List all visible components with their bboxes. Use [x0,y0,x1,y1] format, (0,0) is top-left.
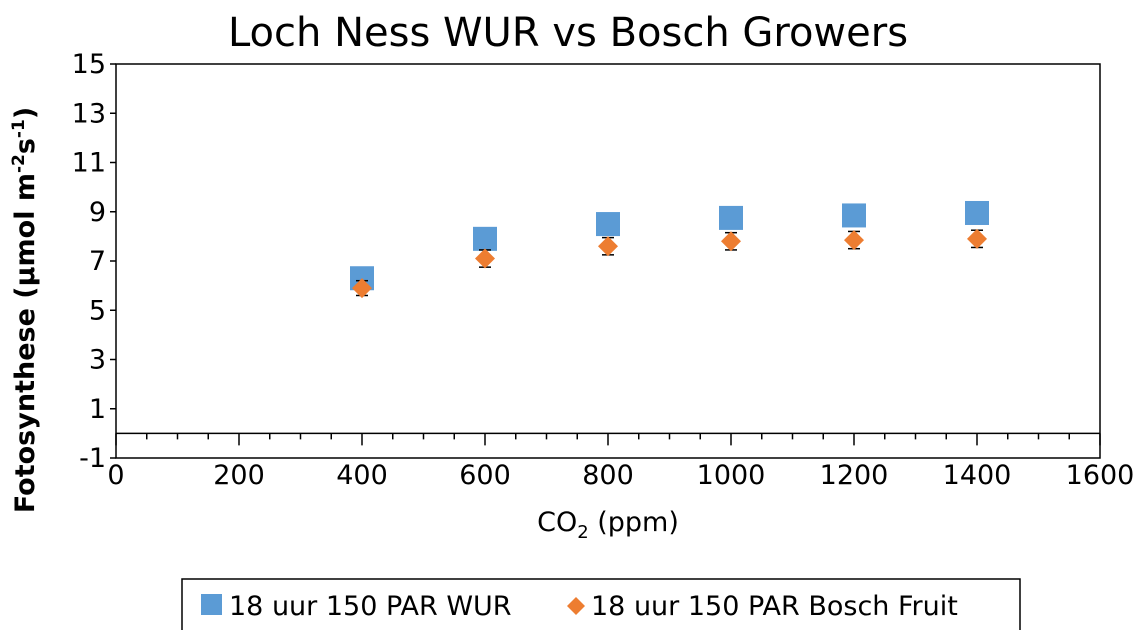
legend-box [181,578,1021,632]
series-wur [350,200,989,291]
y-axis-title-sup1: -2 [9,154,29,173]
y-axis-title: Fotosynthese (µmol m-2s-1) [9,107,41,513]
data-point-diamond [475,248,495,269]
y-tick-label: 11 [72,148,106,179]
data-point-square [473,226,497,251]
x-tick-label: 1600 [1066,460,1135,491]
x-tick-label: 1400 [943,460,1012,491]
y-tick-label: 9 [89,197,106,228]
y-tick-label: 7 [89,246,106,277]
legend-marker-bosch-fruit [567,597,585,615]
y-tick-label: 1 [89,394,106,425]
series-layer [350,200,989,299]
y-axis-title-part1: Fotosynthese (µmol m [10,173,41,513]
x-tick-label: 200 [213,460,265,491]
data-point-diamond [352,278,372,299]
y-axis-title-sup2: -1 [9,119,29,138]
x-axis-title: CO2 (ppm) [537,507,679,543]
plot-area [115,63,1101,459]
data-point-diamond [844,230,864,251]
x-tick-label: 400 [336,460,388,491]
data-point-square [965,200,989,225]
data-point-square [596,212,620,237]
x-tick-label: 0 [107,460,124,491]
legend-label-bosch-fruit: 18 uur 150 PAR Bosch Fruit [591,591,958,622]
data-point-square [842,203,866,228]
y-tick-label: 13 [72,98,106,129]
y-tick-label: 15 [72,49,106,80]
x-axis-title-base: CO [537,507,577,538]
x-tick-label: 800 [582,460,634,491]
legend: 18 uur 150 PAR WUR 18 uur 150 PAR Bosch … [181,578,1021,632]
series-bosch-fruit [352,228,987,299]
chart-title: Loch Ness WUR vs Bosch Growers [228,10,908,56]
data-point-square [719,205,743,230]
y-tick-label: 3 [89,345,106,376]
x-tick-label: 600 [459,460,511,491]
y-axis-title-part2: s [10,138,41,154]
x-axis: 0 200 400 600 800 1000 1200 1400 1600 [107,432,1135,491]
legend-marker-wur [201,594,222,615]
legend-label-wur: 18 uur 150 PAR WUR [229,591,512,622]
x-axis-title-subscript: 2 [577,522,588,543]
data-point-diamond [967,228,987,249]
y-tick-label: -1 [79,443,106,474]
x-tick-label: 1000 [697,460,766,491]
x-tick-label: 1200 [820,460,889,491]
y-axis-title-part3: ) [10,107,41,119]
x-axis-title-rest: (ppm) [589,507,679,538]
y-tick-label: 5 [89,295,106,326]
data-point-diamond [721,231,741,252]
data-point-diamond [598,236,618,257]
